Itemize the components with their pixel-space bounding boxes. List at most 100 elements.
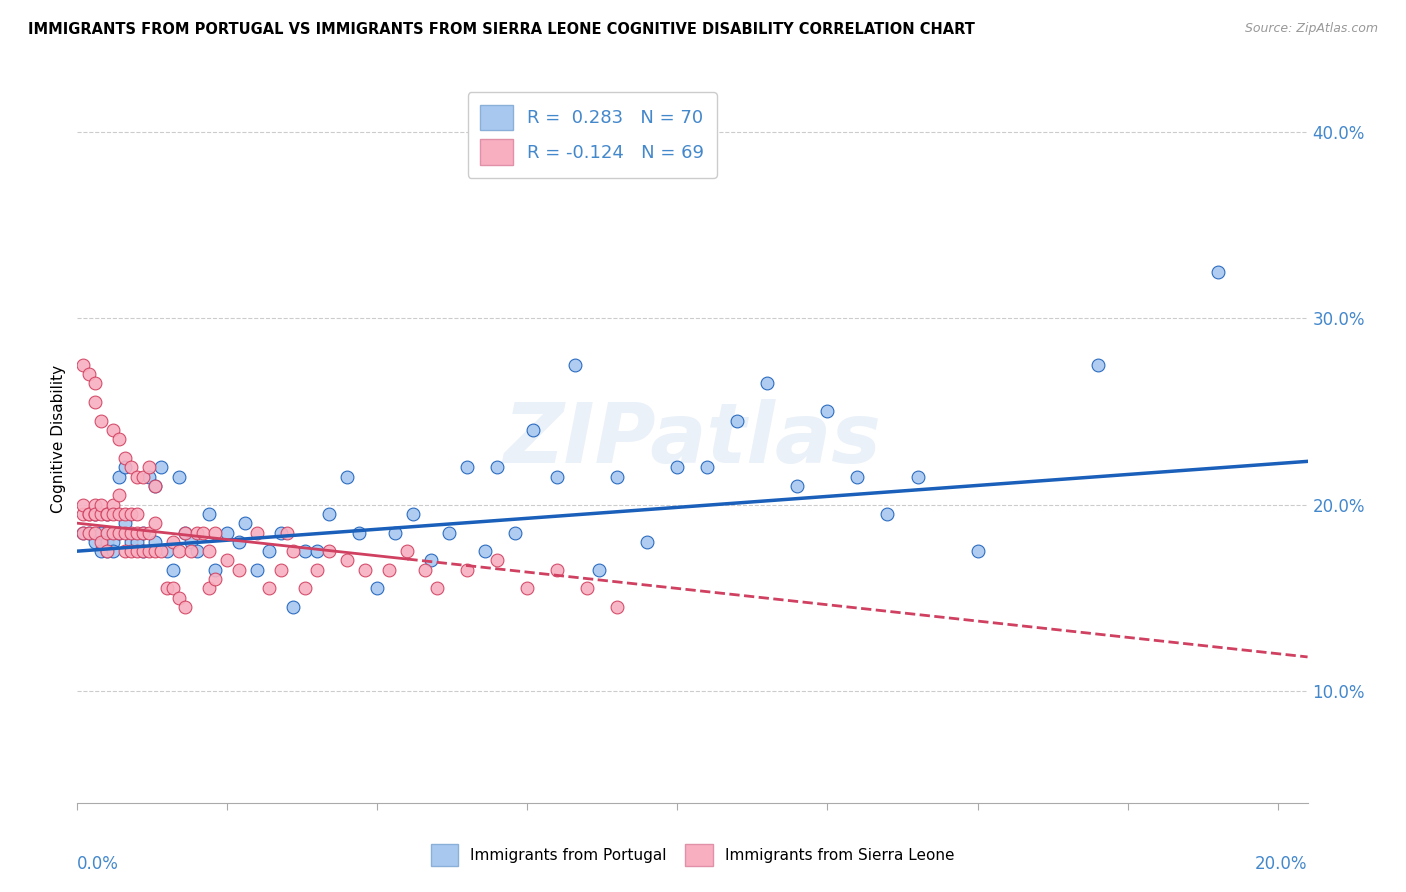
- Point: [90, 544, 112, 558]
- Point: [127, 507, 149, 521]
- Point: [108, 469, 131, 483]
- Point: [132, 544, 155, 558]
- Point: [84, 507, 107, 521]
- Point: [384, 525, 406, 540]
- Point: [132, 525, 155, 540]
- Text: IMMIGRANTS FROM PORTUGAL VS IMMIGRANTS FROM SIERRA LEONE COGNITIVE DISABILITY CO: IMMIGRANTS FROM PORTUGAL VS IMMIGRANTS F…: [28, 22, 974, 37]
- Point: [907, 469, 929, 483]
- Point: [72, 525, 94, 540]
- Point: [439, 525, 461, 540]
- Point: [120, 460, 142, 475]
- Point: [415, 563, 437, 577]
- Point: [143, 534, 166, 549]
- Point: [1206, 264, 1229, 278]
- Point: [120, 507, 142, 521]
- Point: [138, 525, 160, 540]
- Point: [522, 423, 544, 437]
- Point: [270, 563, 292, 577]
- Point: [198, 507, 221, 521]
- Point: [817, 404, 839, 418]
- Point: [349, 525, 371, 540]
- Point: [174, 525, 197, 540]
- Point: [114, 516, 136, 531]
- Point: [294, 582, 316, 596]
- Point: [108, 433, 131, 447]
- Point: [103, 544, 125, 558]
- Point: [96, 544, 118, 558]
- Point: [79, 525, 101, 540]
- Point: [103, 534, 125, 549]
- Point: [606, 600, 628, 615]
- Point: [143, 479, 166, 493]
- Point: [143, 544, 166, 558]
- Point: [204, 572, 226, 586]
- Point: [378, 563, 401, 577]
- Point: [79, 525, 101, 540]
- Point: [186, 544, 208, 558]
- Point: [516, 582, 538, 596]
- Point: [90, 534, 112, 549]
- Point: [228, 534, 250, 549]
- Point: [108, 488, 131, 502]
- Point: [103, 498, 125, 512]
- Point: [127, 525, 149, 540]
- Point: [79, 507, 101, 521]
- Point: [588, 563, 610, 577]
- Point: [259, 582, 281, 596]
- Point: [336, 469, 359, 483]
- Point: [505, 525, 527, 540]
- Point: [127, 534, 149, 549]
- Point: [84, 498, 107, 512]
- Point: [169, 469, 191, 483]
- Point: [108, 525, 131, 540]
- Point: [307, 544, 329, 558]
- Point: [402, 507, 425, 521]
- Legend: Immigrants from Portugal, Immigrants from Sierra Leone: Immigrants from Portugal, Immigrants fro…: [422, 835, 963, 875]
- Point: [96, 534, 118, 549]
- Point: [84, 525, 107, 540]
- Point: [846, 469, 869, 483]
- Point: [90, 414, 112, 428]
- Point: [169, 591, 191, 605]
- Point: [96, 507, 118, 521]
- Text: Source: ZipAtlas.com: Source: ZipAtlas.com: [1244, 22, 1378, 36]
- Point: [235, 516, 257, 531]
- Point: [103, 525, 125, 540]
- Point: [217, 553, 239, 567]
- Point: [546, 563, 568, 577]
- Point: [84, 507, 107, 521]
- Point: [79, 507, 101, 521]
- Point: [138, 469, 160, 483]
- Point: [576, 582, 599, 596]
- Point: [90, 498, 112, 512]
- Point: [96, 507, 118, 521]
- Point: [786, 479, 808, 493]
- Point: [103, 507, 125, 521]
- Point: [283, 544, 305, 558]
- Point: [636, 534, 658, 549]
- Point: [204, 563, 226, 577]
- Point: [204, 525, 226, 540]
- Point: [84, 534, 107, 549]
- Point: [79, 367, 101, 381]
- Point: [180, 534, 202, 549]
- Point: [84, 376, 107, 391]
- Point: [72, 498, 94, 512]
- Point: [114, 544, 136, 558]
- Point: [270, 525, 292, 540]
- Point: [156, 544, 179, 558]
- Point: [132, 469, 155, 483]
- Point: [143, 479, 166, 493]
- Point: [150, 544, 173, 558]
- Point: [486, 553, 509, 567]
- Point: [186, 525, 208, 540]
- Point: [246, 563, 269, 577]
- Point: [276, 525, 298, 540]
- Point: [96, 544, 118, 558]
- Point: [426, 582, 449, 596]
- Point: [727, 414, 749, 428]
- Point: [84, 507, 107, 521]
- Point: [1087, 358, 1109, 372]
- Point: [217, 525, 239, 540]
- Point: [162, 534, 184, 549]
